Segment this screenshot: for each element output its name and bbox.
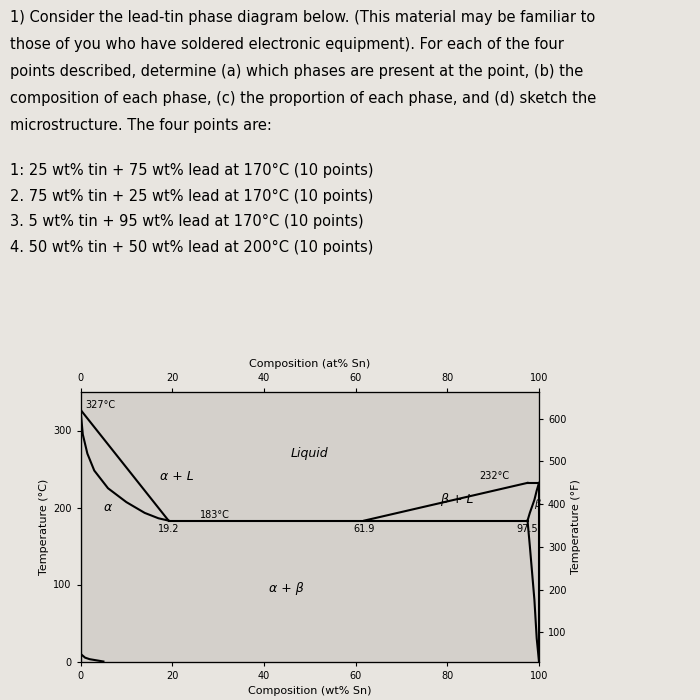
Text: 1: 25 wt% tin + 75 wt% lead at 170°C (10 points): 1: 25 wt% tin + 75 wt% lead at 170°C (10… — [10, 163, 374, 178]
Text: 19.2: 19.2 — [158, 524, 179, 534]
X-axis label: Composition (wt% Sn): Composition (wt% Sn) — [248, 686, 372, 696]
Text: 97.5: 97.5 — [517, 524, 538, 534]
Text: (Pb): (Pb) — [71, 699, 91, 700]
X-axis label: Composition (at% Sn): Composition (at% Sn) — [249, 359, 370, 370]
Text: α: α — [104, 501, 112, 514]
Text: α + L: α + L — [160, 470, 194, 483]
Text: 61.9: 61.9 — [354, 524, 375, 534]
Text: 232°C: 232°C — [479, 471, 509, 482]
Text: composition of each phase, (c) the proportion of each phase, and (d) sketch the: composition of each phase, (c) the propo… — [10, 91, 596, 106]
Y-axis label: Temperature (°C): Temperature (°C) — [38, 479, 49, 575]
Text: microstructure. The four points are:: microstructure. The four points are: — [10, 118, 272, 133]
Text: β: β — [533, 498, 540, 509]
Text: Liquid: Liquid — [291, 447, 328, 460]
Text: 3. 5 wt% tin + 95 wt% lead at 170°C (10 points): 3. 5 wt% tin + 95 wt% lead at 170°C (10 … — [10, 214, 363, 230]
Text: 2. 75 wt% tin + 25 wt% lead at 170°C (10 points): 2. 75 wt% tin + 25 wt% lead at 170°C (10… — [10, 188, 373, 204]
Text: α + β: α + β — [270, 582, 304, 595]
Text: 4. 50 wt% tin + 50 wt% lead at 200°C (10 points): 4. 50 wt% tin + 50 wt% lead at 200°C (10… — [10, 240, 373, 255]
Y-axis label: Temperature (°F): Temperature (°F) — [570, 480, 581, 574]
Text: points described, determine (a) which phases are present at the point, (b) the: points described, determine (a) which ph… — [10, 64, 583, 79]
Text: β + L: β + L — [440, 494, 473, 506]
Text: those of you who have soldered electronic equipment). For each of the four: those of you who have soldered electroni… — [10, 37, 564, 52]
Text: 327°C: 327°C — [85, 400, 116, 410]
Text: 1) Consider the lead-tin phase diagram below. (This material may be familiar to: 1) Consider the lead-tin phase diagram b… — [10, 10, 595, 25]
Text: (Sn): (Sn) — [519, 699, 539, 700]
Text: 183°C: 183°C — [199, 510, 230, 520]
